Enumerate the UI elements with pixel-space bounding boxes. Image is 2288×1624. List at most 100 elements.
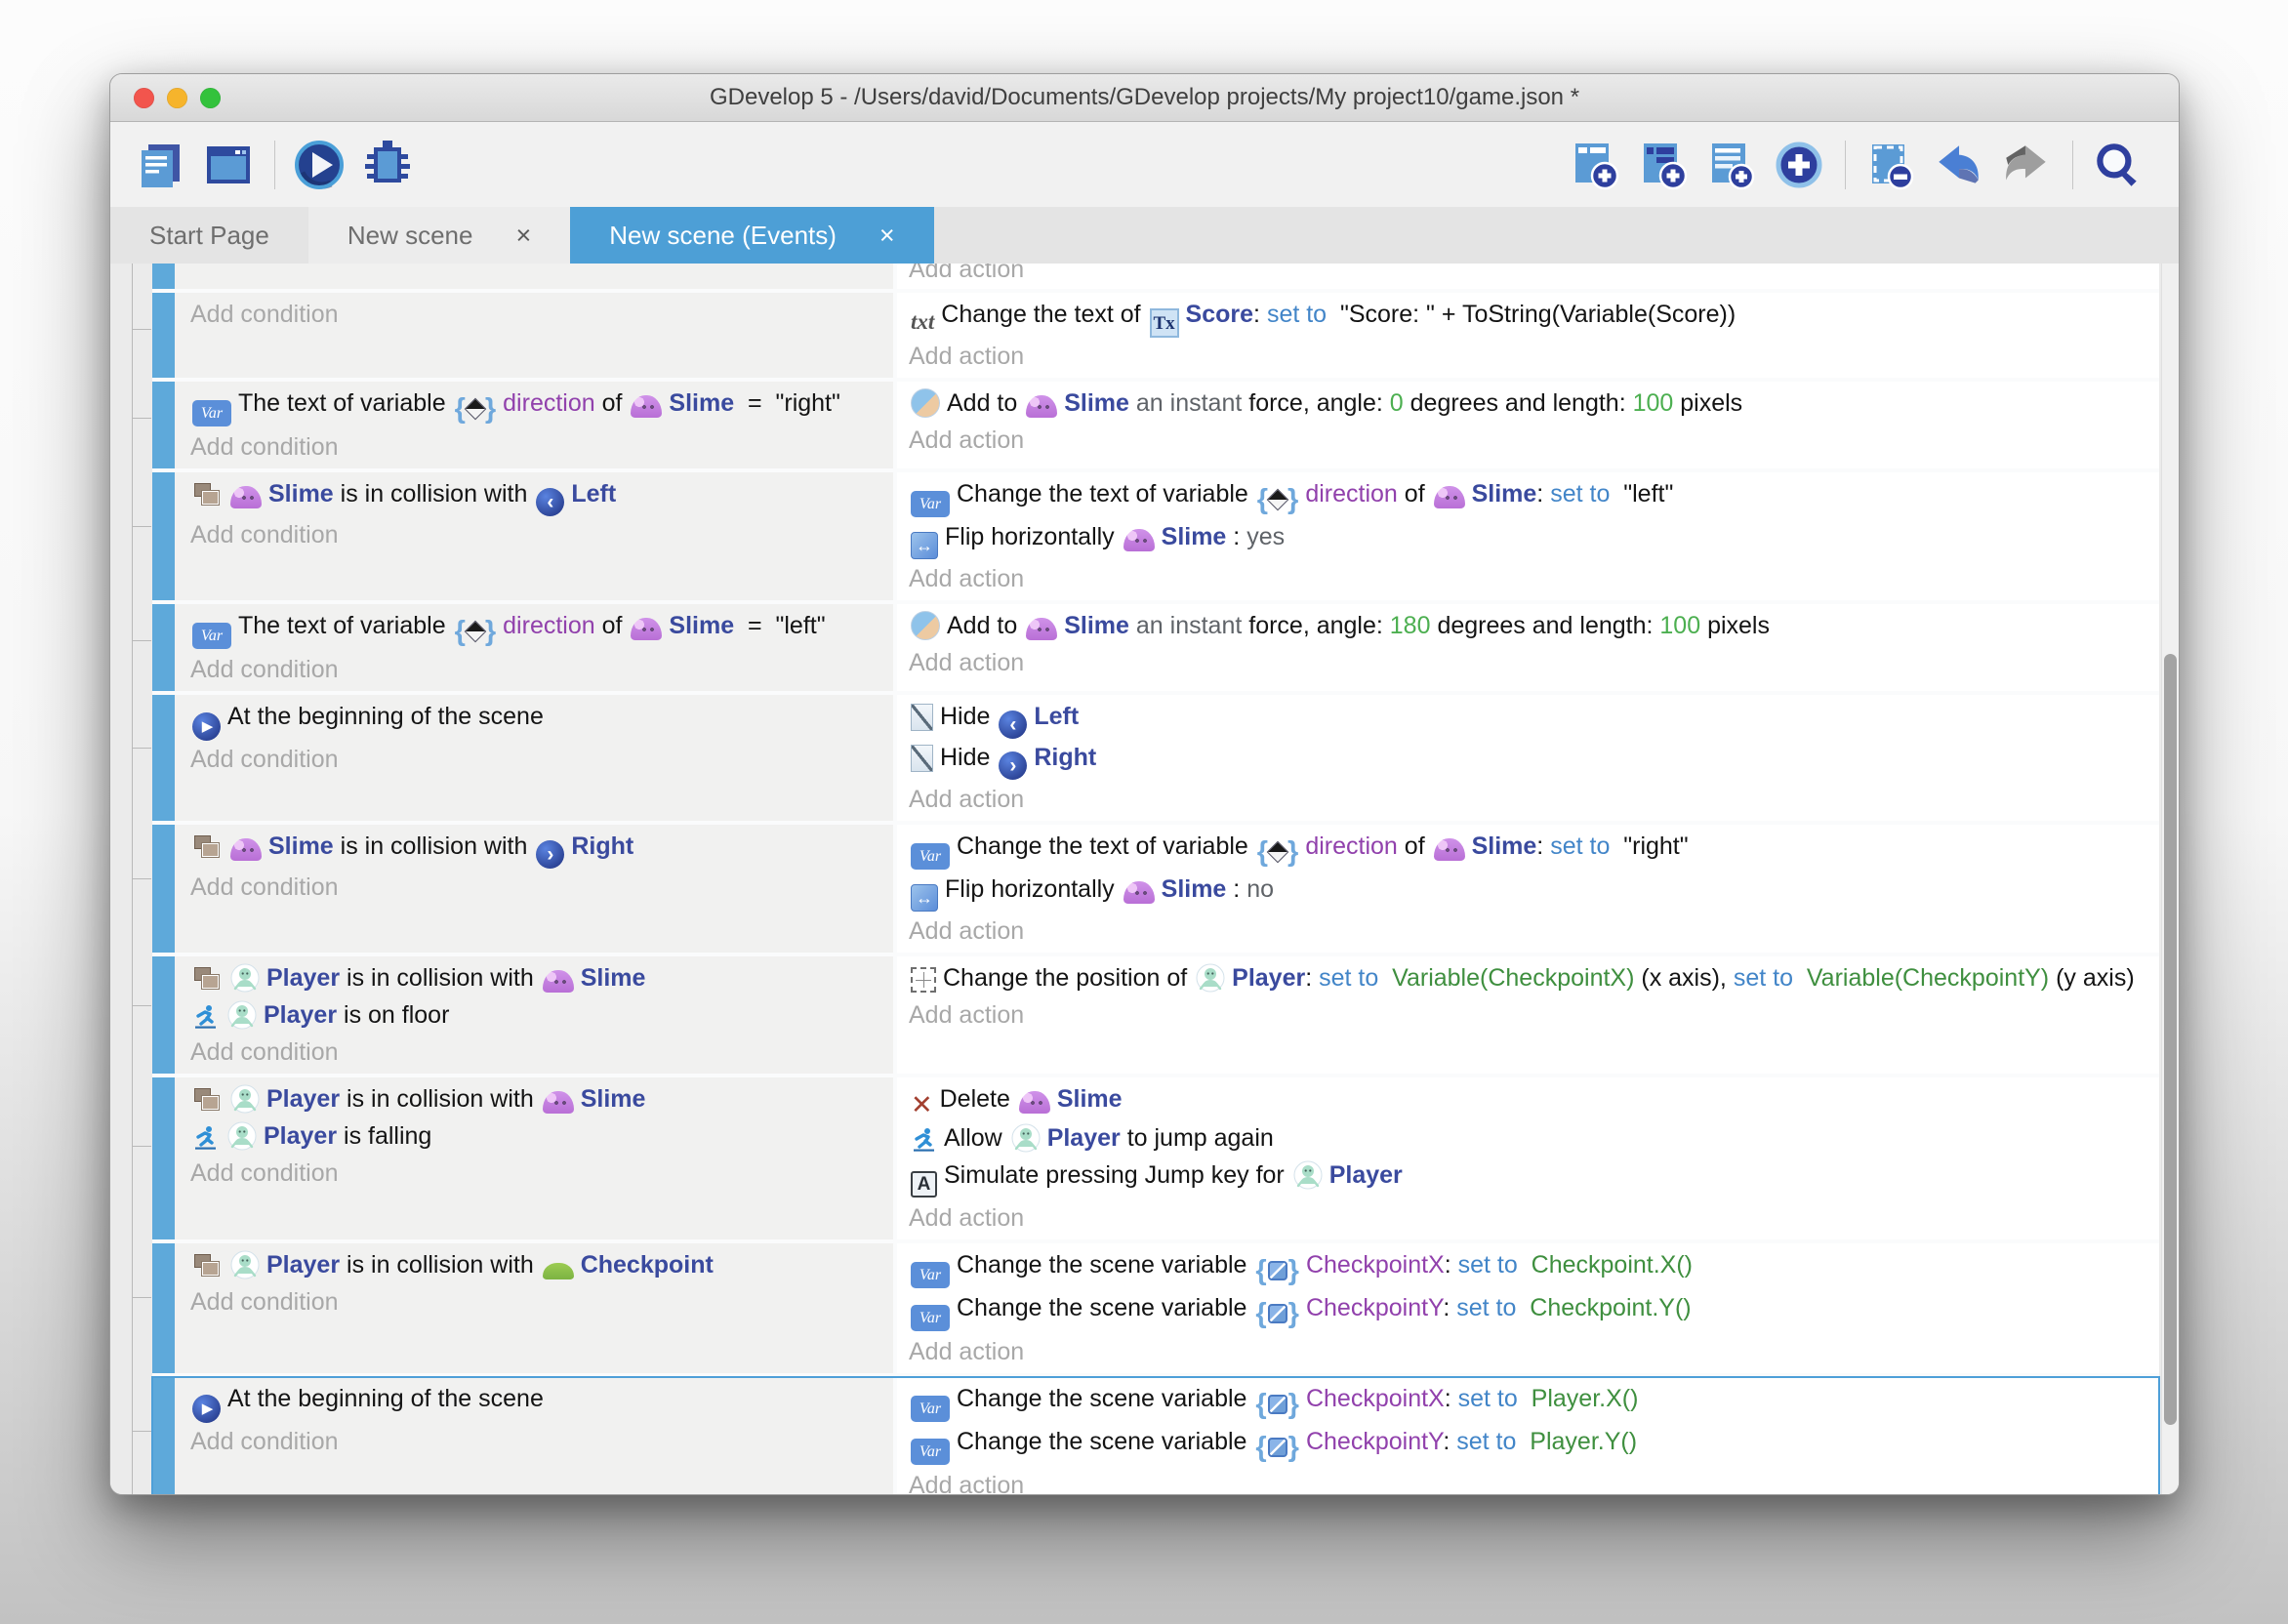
title-bar[interactable]: GDevelop 5 - /Users/david/Documents/GDev…: [110, 74, 2179, 122]
conditions-column[interactable]: ▶ At the beginning of the scene Add condit…: [175, 694, 897, 821]
add-action-button[interactable]: Add action: [909, 785, 1025, 813]
add-action-button[interactable]: Add action: [909, 649, 1025, 676]
conditions-column[interactable]: Var The text of variable {} direction of S…: [175, 382, 897, 468]
action-line[interactable]: ↔ Flip horizontally Slime : no: [909, 871, 2147, 913]
action-line[interactable]: Change the position of Player: set to Va…: [909, 959, 2147, 996]
zoom-window-button[interactable]: [200, 87, 221, 108]
debug-button[interactable]: [359, 137, 416, 193]
redo-button[interactable]: [1998, 137, 2055, 193]
conditions-column[interactable]: Slime is in collision with ‹ Left Add cond…: [175, 471, 897, 600]
event-row[interactable]: Player is in collision with Checkpoint Ad…: [132, 1242, 2159, 1377]
add-action-button[interactable]: Add action: [909, 343, 1025, 370]
condition-line[interactable]: Player is on floor: [190, 996, 881, 1034]
conditions-column[interactable]: Var The text of variable {} direction of S…: [175, 604, 897, 691]
actions-column[interactable]: Add to Slime an instant force, angle: 0 …: [897, 382, 2159, 468]
action-line[interactable]: txt Change the text of Tx Score: set to "S…: [909, 296, 2147, 338]
add-action-button[interactable]: Add action: [909, 1203, 1025, 1232]
event-indent-bar[interactable]: [152, 824, 175, 953]
actions-column[interactable]: Add to Slime an instant force, angle: 18…: [897, 604, 2159, 691]
minimize-window-button[interactable]: [167, 87, 187, 108]
condition-line[interactable]: Slime is in collision with › Right: [190, 828, 881, 870]
action-line[interactable]: Add to Slime an instant force, angle: 0 …: [909, 385, 2147, 422]
add-condition-button[interactable]: Add condition: [190, 1287, 339, 1316]
action-line[interactable]: Var Change the scene variable {} Checkpoin…: [909, 1423, 2147, 1467]
add-action-button[interactable]: Add action: [909, 1471, 1025, 1495]
tab-new-scene-events[interactable]: New scene (Events) ×: [570, 207, 934, 264]
event-indent-bar[interactable]: [152, 264, 175, 289]
undo-button[interactable]: [1930, 137, 1986, 193]
actions-column[interactable]: Var Change the text of variable {} directi…: [897, 824, 2159, 953]
condition-line[interactable]: Player is in collision with Slime: [190, 959, 881, 996]
event-row[interactable]: Slime is in collision with › Right Add con…: [132, 824, 2159, 956]
actions-column[interactable]: ✕ Delete Slime Allow Player to jump again A…: [897, 1077, 2159, 1239]
event-row[interactable]: Slime is in collision with ‹ Left Add cond…: [132, 471, 2159, 604]
event-row[interactable]: Var The text of variable {} direction of S…: [132, 382, 2159, 472]
add-condition-button[interactable]: Add condition: [190, 1159, 339, 1187]
conditions-column[interactable]: Add condition: [175, 293, 897, 378]
condition-line[interactable]: Player is in collision with Slime: [190, 1080, 881, 1117]
action-line[interactable]: Var Change the scene variable {} Checkpoin…: [909, 1380, 2147, 1424]
action-line[interactable]: ✕ Delete Slime: [909, 1080, 2147, 1119]
condition-line[interactable]: Var The text of variable {} direction of S…: [190, 385, 881, 428]
actions-column[interactable]: Var Change the scene variable {} Checkpoin…: [897, 1242, 2159, 1373]
event-indent-bar[interactable]: [152, 1077, 175, 1239]
condition-line[interactable]: Player is falling: [190, 1117, 881, 1155]
actions-column[interactable]: txt Change the text of Tx Score: set to "S…: [897, 293, 2159, 378]
add-action-button[interactable]: Add action: [909, 565, 1025, 592]
event-row[interactable]: ▶ At the beginning of the scene Add condit…: [132, 694, 2159, 825]
conditions-column[interactable]: Slime is in collision with › Right Add con…: [175, 824, 897, 953]
event-row[interactable]: Player is in collision with Slime Player …: [132, 1077, 2159, 1243]
tab-start-page[interactable]: Start Page: [110, 207, 308, 264]
actions-column[interactable]: Var Change the scene variable {} Checkpoin…: [897, 1376, 2159, 1495]
add-condition-button[interactable]: Add condition: [190, 746, 339, 773]
actions-column[interactable]: Hide ‹ Left Hide › Right Add action: [897, 694, 2159, 821]
action-line[interactable]: Var Change the text of variable {} directi…: [909, 475, 2147, 519]
event-row[interactable]: Add action: [152, 264, 2159, 293]
project-manager-button[interactable]: [132, 137, 188, 193]
action-line[interactable]: Allow Player to jump again: [909, 1119, 2147, 1157]
action-line[interactable]: A Simulate pressing Jump key for Player: [909, 1157, 2147, 1199]
add-condition-button[interactable]: Add condition: [190, 301, 339, 328]
close-tab-icon[interactable]: ×: [515, 220, 532, 250]
add-action-button[interactable]: Add action: [909, 426, 1025, 454]
condition-line[interactable]: Slime is in collision with ‹ Left: [190, 475, 881, 517]
add-condition-button[interactable]: Add condition: [190, 432, 339, 461]
add-condition-button[interactable]: Add condition: [190, 1428, 339, 1455]
close-tab-icon[interactable]: ×: [878, 220, 895, 250]
play-button[interactable]: [291, 137, 347, 193]
scene-editor-button[interactable]: [200, 137, 257, 193]
actions-column[interactable]: Add action: [897, 264, 2159, 289]
action-line[interactable]: Add to Slime an instant force, angle: 18…: [909, 607, 2147, 644]
action-line[interactable]: Var Change the scene variable {} Checkpoin…: [909, 1289, 2147, 1333]
condition-line[interactable]: Var The text of variable {} direction of S…: [190, 607, 881, 651]
conditions-column[interactable]: [175, 264, 897, 289]
add-condition-button[interactable]: Add condition: [190, 521, 339, 548]
condition-line[interactable]: Player is in collision with Checkpoint: [190, 1246, 881, 1283]
action-line[interactable]: ↔ Flip horizontally Slime : yes: [909, 518, 2147, 560]
event-row[interactable]: Player is in collision with Slime Player …: [132, 956, 2159, 1077]
event-row[interactable]: ▶ At the beginning of the scene Add condit…: [132, 1375, 2160, 1495]
add-event-button[interactable]: [1566, 137, 1622, 193]
action-line[interactable]: Var Change the text of variable {} directi…: [909, 828, 2147, 872]
event-indent-bar[interactable]: [152, 1376, 175, 1494]
actions-column[interactable]: Var Change the text of variable {} directi…: [897, 471, 2159, 600]
search-button[interactable]: [2089, 137, 2145, 193]
event-indent-bar[interactable]: [152, 694, 175, 821]
scrollbar-track[interactable]: [2161, 264, 2179, 1494]
action-line[interactable]: Var Change the scene variable {} Checkpoin…: [909, 1246, 2147, 1290]
event-indent-bar[interactable]: [152, 293, 175, 378]
action-line[interactable]: Hide › Right: [909, 739, 2147, 781]
condition-line[interactable]: ▶ At the beginning of the scene: [190, 698, 881, 742]
add-action-button[interactable]: Add action: [909, 264, 1025, 283]
scrollbar-thumb[interactable]: [2164, 654, 2177, 1425]
actions-column[interactable]: Change the position of Player: set to Va…: [897, 956, 2159, 1074]
conditions-column[interactable]: Player is in collision with Checkpoint Ad…: [175, 1242, 897, 1373]
add-action-button[interactable]: Add action: [909, 1337, 1025, 1365]
action-line[interactable]: Hide ‹ Left: [909, 698, 2147, 740]
event-indent-bar[interactable]: [152, 604, 175, 691]
add-new-button[interactable]: [1771, 137, 1827, 193]
condition-line[interactable]: ▶ At the beginning of the scene: [190, 1380, 881, 1424]
conditions-column[interactable]: ▶ At the beginning of the scene Add condit…: [175, 1376, 897, 1494]
delete-event-button[interactable]: [1861, 137, 1918, 193]
conditions-column[interactable]: Player is in collision with Slime Player …: [175, 1077, 897, 1239]
